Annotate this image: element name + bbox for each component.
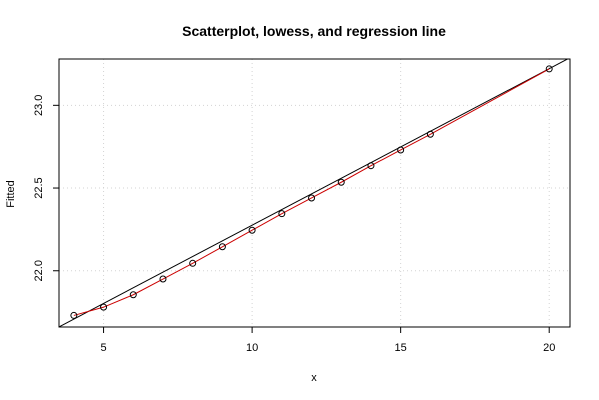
x-axis-label: x bbox=[311, 372, 317, 384]
data-point-13 bbox=[545, 65, 553, 73]
x-tick-label-1: 10 bbox=[246, 342, 258, 354]
data-point-11 bbox=[397, 146, 405, 154]
data-point-7 bbox=[278, 210, 286, 218]
y-tick-label-0: 22.0 bbox=[33, 260, 45, 281]
data-point-3 bbox=[159, 275, 167, 283]
data-point-5 bbox=[218, 243, 226, 251]
x-tick-label-0: 5 bbox=[101, 342, 107, 354]
lowess-line-group bbox=[73, 68, 550, 316]
plot-frame bbox=[58, 58, 571, 328]
data-point-12 bbox=[426, 130, 434, 138]
y-tick-label-1: 22.5 bbox=[33, 177, 45, 198]
y-axis-label: Fitted bbox=[5, 180, 17, 208]
x-axis: 5 10 15 20 bbox=[101, 327, 555, 354]
x-tick-label-2: 15 bbox=[395, 342, 407, 354]
y-axis: 22.0 22.5 23.0 bbox=[33, 95, 59, 281]
x-tick-label-3: 20 bbox=[543, 342, 555, 354]
data-point-10 bbox=[367, 162, 375, 170]
lowess-line bbox=[73, 68, 550, 316]
data-point-9 bbox=[337, 178, 345, 186]
grid-lines bbox=[59, 59, 570, 327]
regression-line bbox=[59, 59, 569, 327]
data-point-1 bbox=[100, 303, 108, 311]
data-point-8 bbox=[308, 194, 316, 202]
data-point-0 bbox=[70, 311, 78, 319]
data-point-2 bbox=[129, 291, 137, 299]
regression-line-group bbox=[59, 59, 569, 327]
data-points bbox=[70, 65, 553, 319]
data-point-4 bbox=[189, 259, 197, 267]
chart-title: Scatterplot, lowess, and regression line bbox=[182, 23, 446, 39]
data-point-6 bbox=[248, 226, 256, 234]
y-tick-label-2: 23.0 bbox=[33, 95, 45, 116]
